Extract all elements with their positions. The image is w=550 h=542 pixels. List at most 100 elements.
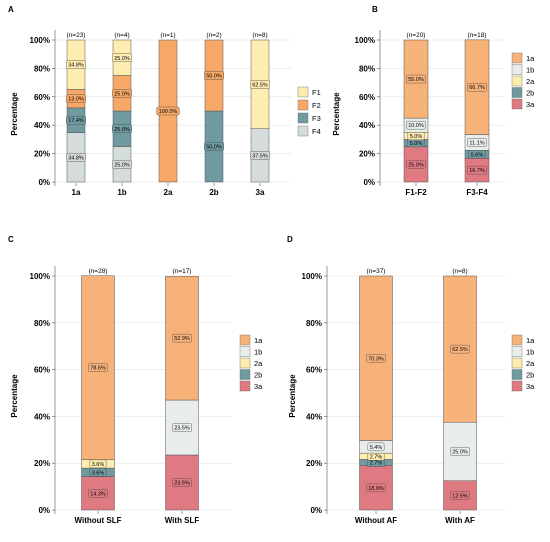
data-label-box [450, 491, 470, 500]
data-label-box [112, 124, 132, 133]
legend-label: 1b [526, 66, 534, 75]
legend-label: 1b [254, 348, 262, 357]
data-label: 25.0% [114, 127, 130, 133]
y-tick-label: 40% [359, 121, 375, 130]
panel-letter: B [372, 5, 378, 14]
bar-2b: 50.0% 50.0% (n=2) 2b [204, 32, 224, 197]
data-label: 34.8% [68, 155, 84, 161]
legend-swatch-2b [239, 369, 251, 380]
legend-label: 3a [254, 382, 263, 391]
count-label: (n=1) [160, 32, 175, 39]
legend-label: 2b [254, 371, 262, 380]
legend-label: F1 [312, 88, 321, 97]
y-tick-label: 0% [38, 178, 50, 187]
data-label-box [366, 354, 386, 363]
y-tick-label: 40% [34, 412, 50, 421]
legend-swatch-f2 [297, 99, 309, 111]
legend: 1a 1b 2a 2b 3a [511, 52, 535, 110]
y-tick-label: 60% [34, 366, 50, 375]
panel-letter: A [8, 5, 14, 14]
data-label-box [450, 447, 470, 456]
y-tick-label: 20% [34, 150, 50, 159]
y-tick-label: 80% [34, 319, 50, 328]
y-tick-label: 100% [302, 272, 322, 281]
x-tick-label: 2b [209, 188, 218, 197]
data-label: 50.0% [206, 145, 222, 151]
legend-label: F2 [312, 101, 321, 110]
data-label-box [88, 489, 108, 498]
legend-label: 1a [526, 336, 535, 345]
y-tick-label: 0% [363, 178, 375, 187]
legend-label: 3a [526, 100, 535, 109]
data-label: 70.3% [368, 356, 384, 362]
legend-label: 1b [526, 348, 534, 357]
legend-label: 1a [254, 336, 263, 345]
x-tick-label: 1a [72, 188, 81, 197]
data-label: 52.9% [174, 336, 190, 342]
data-label: 5.6% [471, 152, 484, 158]
panel-b: B0%20%40%60%80%100%Percentage25.0%5.0%5.… [332, 5, 535, 197]
y-tick-label: 0% [310, 506, 322, 515]
data-label-box [112, 53, 132, 62]
legend-swatch-2b [511, 87, 523, 98]
data-label: 12.5% [452, 493, 468, 499]
data-label-box [66, 60, 86, 69]
data-label: 23.5% [174, 426, 190, 432]
legend-label: 2b [526, 371, 534, 380]
legend-label: F3 [312, 114, 321, 123]
data-label: 5.0% [410, 134, 423, 140]
data-label: 55.0% [408, 77, 424, 83]
bar-with-af: 12.5% 25.0% 62.5% (n=8) With AF [443, 268, 477, 525]
bar-without-slf: 14.3% 3.6% 3.6% 78.6% (n=28) Without SLF [74, 268, 121, 525]
data-label: 62.5% [252, 82, 268, 88]
bar-without-af: 18.9% 2.7%2.7% 5.4% 70.3% (n=37) Without AF [355, 268, 397, 525]
y-tick-label: 100% [355, 36, 375, 45]
x-tick-label: With AF [445, 516, 475, 525]
data-label: 66.7% [469, 85, 485, 91]
data-label-box [112, 160, 132, 169]
legend-label: F4 [312, 127, 321, 136]
legend-swatch-f1 [297, 86, 309, 98]
data-label-box [406, 120, 426, 130]
legend-swatch-2a [511, 357, 523, 369]
count-label: (n=28) [89, 268, 108, 275]
legend-label: 3a [526, 382, 535, 391]
data-label-box [66, 116, 86, 125]
data-label: 100.0% [159, 109, 178, 115]
data-label: 50.0% [206, 74, 222, 80]
legend-swatch-2b [511, 369, 523, 380]
x-tick-label: Without AF [355, 516, 397, 525]
data-label-box [172, 423, 192, 432]
x-tick-label: F3-F4 [466, 188, 488, 197]
data-label: 23.5% [174, 481, 190, 487]
panel-letter: C [8, 235, 14, 244]
bar-with-slf: 23.5% 23.5% 52.9% (n=17) With SLF [165, 268, 200, 525]
data-label: 10.0% [408, 123, 424, 129]
y-tick-label: 40% [306, 412, 322, 421]
y-tick-label: 60% [359, 93, 375, 102]
count-label: (n=8) [452, 268, 467, 275]
x-tick-label: 1b [117, 188, 126, 197]
data-label-box [88, 363, 108, 372]
data-label: 25.0% [114, 162, 130, 168]
y-axis-label: Percentage [10, 92, 19, 136]
data-label: 2.7% [370, 454, 383, 460]
panel-d: D 0% 20% 40% 60% 80% 100% Percentage 18.9% 2.7%2.… [287, 235, 535, 525]
y-tick-label: 80% [359, 64, 375, 73]
data-label-box [172, 333, 192, 343]
panel-letter: D [287, 235, 293, 244]
bar-f3-f4: 16.7% 5.6% 11.1% 66.7% (n=18) F3-F4 [464, 32, 490, 197]
legend-swatch-f4 [297, 125, 309, 137]
legend: 1a 1b 2a 2b 3a [511, 334, 535, 392]
count-label: (n=8) [252, 32, 267, 39]
y-axis-label: Percentage [332, 92, 341, 136]
x-tick-label: F1-F2 [405, 188, 427, 197]
x-tick-label: Without SLF [74, 516, 121, 525]
y-tick-label: 20% [306, 459, 322, 468]
legend-label: 1a [526, 54, 535, 63]
data-label-box [172, 478, 192, 487]
y-tick-label: 60% [306, 366, 322, 375]
data-label-box [112, 89, 132, 98]
